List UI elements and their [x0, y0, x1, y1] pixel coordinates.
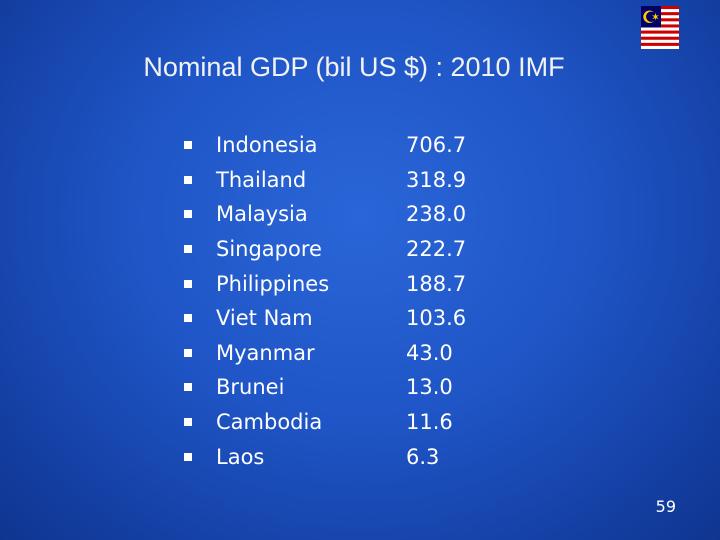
- square-bullet-icon: [184, 279, 192, 288]
- list-item: Brunei 13.0: [184, 370, 466, 405]
- country-name: Indonesia: [216, 133, 318, 158]
- list-item: Indonesia 706.7: [184, 128, 466, 163]
- country-name: Philippines: [216, 271, 330, 296]
- list-item: Thailand 318.9: [184, 163, 466, 198]
- country-name: Singapore: [216, 237, 322, 262]
- square-bullet-icon: [184, 210, 192, 219]
- country-name: Malaysia: [216, 202, 308, 227]
- gdp-value: 238.0: [406, 202, 467, 227]
- list-item: Singapore 222.7: [184, 232, 466, 267]
- gdp-value: 43.0: [406, 340, 453, 365]
- square-bullet-icon: [184, 175, 192, 184]
- list-item: Myanmar 43.0: [184, 336, 466, 371]
- country-name: Cambodia: [216, 410, 323, 435]
- list-item: Laos 6.3: [184, 439, 466, 474]
- malaysia-flag-icon: [641, 6, 679, 49]
- square-bullet-icon: [184, 383, 192, 392]
- square-bullet-icon: [184, 348, 192, 357]
- slide-title: Nominal GDP (bil US $) : 2010 IMF: [143, 52, 565, 82]
- gdp-value: 103.6: [406, 306, 467, 331]
- gdp-value: 6.3: [406, 444, 440, 469]
- list-item: Malaysia 238.0: [184, 197, 466, 232]
- gdp-value: 11.6: [406, 410, 453, 435]
- gdp-value: 706.7: [406, 133, 467, 158]
- list-item: Philippines 188.7: [184, 266, 466, 301]
- page-number: 59: [655, 497, 676, 516]
- country-name: Viet Nam: [216, 306, 313, 331]
- list-item: Cambodia 11.6: [184, 405, 466, 440]
- square-bullet-icon: [184, 314, 192, 323]
- list-item: Viet Nam 103.6: [184, 301, 466, 336]
- gdp-value: 13.0: [406, 375, 453, 400]
- gdp-value: 222.7: [406, 237, 467, 262]
- country-name: Myanmar: [216, 340, 315, 365]
- gdp-value: 318.9: [406, 167, 467, 192]
- gdp-value: 188.7: [406, 271, 467, 296]
- gdp-list: Indonesia 706.7 Thailand 318.9 Malaysia …: [184, 128, 466, 474]
- square-bullet-icon: [184, 418, 192, 427]
- square-bullet-icon: [184, 245, 192, 254]
- square-bullet-icon: [184, 452, 192, 461]
- square-bullet-icon: [184, 141, 192, 150]
- country-name: Brunei: [216, 375, 285, 400]
- country-name: Thailand: [216, 167, 307, 192]
- country-name: Laos: [216, 444, 265, 469]
